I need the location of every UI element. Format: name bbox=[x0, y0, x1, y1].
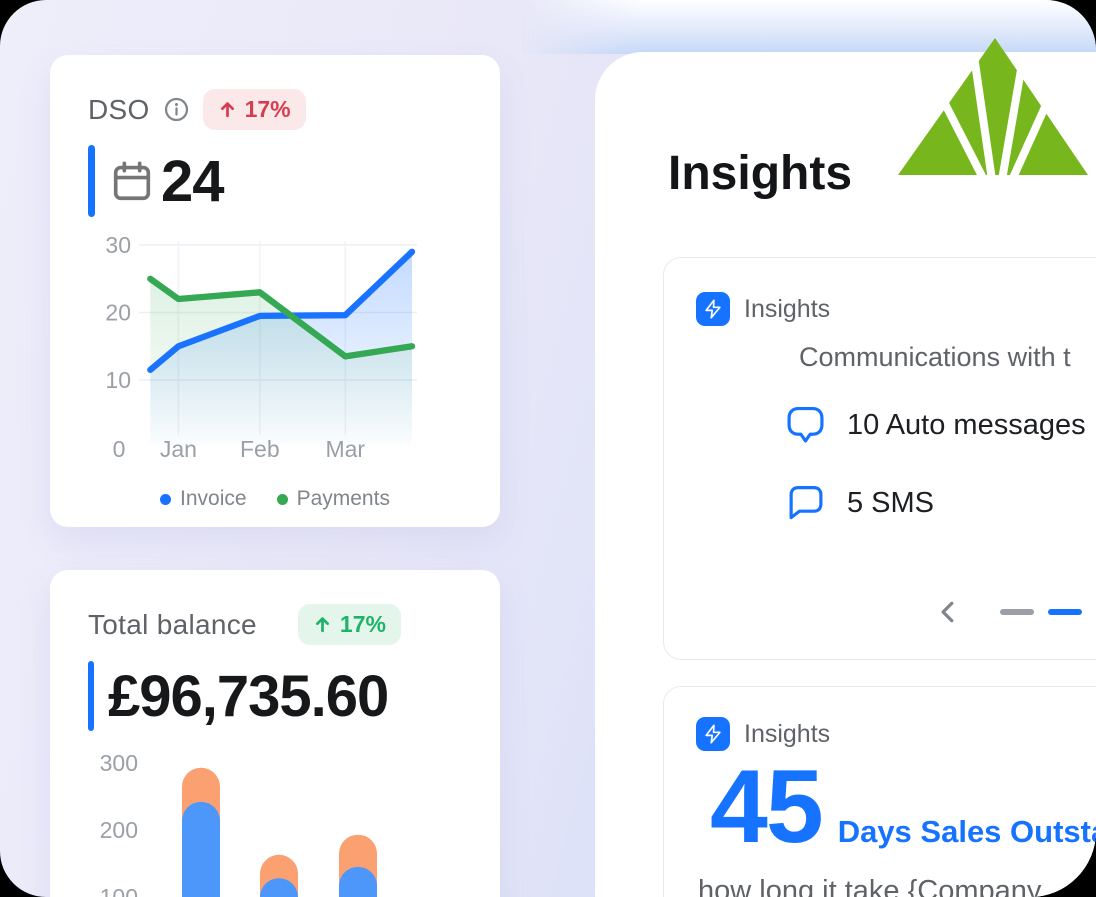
chevron-left-icon[interactable] bbox=[936, 599, 960, 625]
page-title: Insights bbox=[668, 147, 853, 200]
chat-bubble-tail-bottom-icon bbox=[786, 404, 825, 446]
svg-text:300: 300 bbox=[100, 750, 138, 776]
dso-card: DSO 17% bbox=[50, 55, 500, 527]
dso-change-badge: 17% bbox=[202, 89, 306, 130]
svg-text:30: 30 bbox=[105, 232, 131, 258]
info-icon[interactable] bbox=[163, 96, 190, 123]
legend-dot bbox=[276, 493, 288, 505]
legend-item-invoice: Invoice bbox=[160, 487, 247, 511]
dso-description: how long it take {Company bbox=[698, 875, 1042, 897]
insight-card-dso: Insights 45 Days Sales Outstan how long … bbox=[663, 686, 1096, 897]
balance-bar-chart: 300 200 100 bbox=[100, 750, 377, 897]
insight-badge-label: Insights bbox=[744, 294, 831, 323]
accent-bar bbox=[88, 145, 95, 217]
auto-messages-label: 10 Auto messages bbox=[847, 408, 1086, 441]
svg-text:10: 10 bbox=[105, 367, 131, 393]
insights-panel: Insights Insights Communications bbox=[595, 38, 1096, 897]
dso-value: 24 bbox=[161, 148, 225, 214]
svg-text:0: 0 bbox=[113, 436, 126, 462]
carousel-dash-2-active[interactable] bbox=[1048, 609, 1082, 615]
arrow-up-icon bbox=[315, 617, 329, 633]
lightning-icon bbox=[696, 717, 730, 751]
balance-title: Total balance bbox=[88, 608, 257, 640]
lightning-icon bbox=[696, 292, 730, 326]
insight-badge-label: Insights bbox=[744, 719, 831, 748]
green-pyramid-logo bbox=[898, 38, 1090, 178]
chart-legend: Invoice Payments bbox=[50, 487, 500, 511]
chat-bubble-tail-left-icon bbox=[786, 482, 825, 524]
dso-days-label: Days Sales Outstan bbox=[837, 814, 1096, 849]
svg-text:20: 20 bbox=[105, 300, 131, 326]
total-balance-card: Total balance 17% £96,735.60 300 200 100 bbox=[50, 570, 500, 897]
balance-change-badge: 17% bbox=[297, 604, 401, 645]
dso-days-value: 45 bbox=[710, 749, 824, 865]
accent-bar bbox=[88, 661, 94, 731]
carousel-dash-1[interactable] bbox=[1000, 609, 1034, 615]
balance-value: £96,735.60 bbox=[108, 663, 389, 729]
top-gradient-strip bbox=[520, 0, 1096, 54]
insight-card-communications: Insights Communications with t 10 Auto m… bbox=[663, 257, 1096, 660]
dso-title: DSO bbox=[88, 93, 150, 125]
calendar-icon bbox=[109, 158, 155, 204]
carousel-dots bbox=[1000, 609, 1096, 615]
legend-item-payments: Payments bbox=[276, 487, 390, 511]
sms-label: 5 SMS bbox=[847, 486, 935, 519]
svg-text:200: 200 bbox=[100, 817, 138, 843]
balance-change-value: 17% bbox=[339, 611, 386, 637]
dso-change-value: 17% bbox=[244, 96, 291, 122]
arrow-up-icon bbox=[220, 102, 234, 118]
legend-dot bbox=[160, 493, 172, 505]
insight-subtitle: Communications with t bbox=[799, 342, 1071, 372]
svg-text:100: 100 bbox=[100, 884, 138, 897]
carousel-nav bbox=[936, 599, 1096, 625]
